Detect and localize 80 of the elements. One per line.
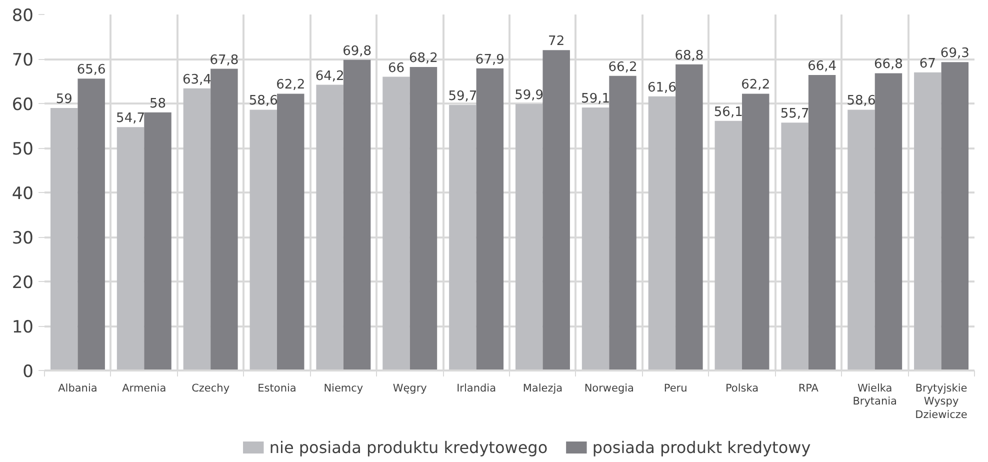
y-tick-label: 30 [12, 228, 34, 248]
bar [476, 68, 504, 370]
data-label: 66,8 [874, 57, 903, 72]
data-label: 66 [388, 60, 405, 76]
data-label: 68,2 [409, 51, 438, 66]
bar [848, 110, 875, 370]
x-tick-label: Irlandia [456, 382, 496, 394]
x-tick-label: Estonia [258, 382, 296, 394]
data-label: 66,2 [608, 60, 638, 75]
bar [250, 110, 277, 370]
bar [676, 64, 703, 370]
data-label: 64,2 [315, 68, 344, 84]
y-tick-label: 70 [12, 50, 34, 70]
x-tick-label: Peru [664, 382, 688, 394]
y-tick-label: 80 [12, 6, 34, 26]
legend-label: nie posiada produktu kredytowego [269, 438, 548, 457]
data-label: 69,8 [342, 44, 372, 59]
data-label: 55,7 [780, 106, 810, 122]
x-tick-label: Wielka Brytania [852, 382, 898, 408]
x-tick-label: Niemcy [324, 382, 364, 394]
data-label: 67,8 [210, 52, 239, 68]
bar [515, 104, 543, 370]
data-label: 59 [56, 92, 72, 107]
bar [781, 122, 808, 370]
data-label: 67,9 [475, 52, 504, 68]
y-tick-label: 60 [12, 95, 34, 115]
x-tick-label: RPA [798, 382, 820, 394]
data-label: 67 [919, 56, 936, 72]
bar [914, 72, 942, 370]
data-label: 65,6 [76, 62, 106, 78]
data-label: 62,2 [741, 78, 770, 93]
bar [742, 94, 770, 370]
y-tick-label: 0 [22, 362, 34, 382]
bar [382, 76, 410, 370]
bar [449, 104, 476, 370]
data-label: 59,1 [581, 92, 610, 107]
x-tick-label: Albania [58, 382, 98, 394]
data-label: 58 [149, 96, 166, 112]
bar [78, 78, 105, 370]
bar [50, 108, 78, 370]
x-tick-label: Armenia [122, 382, 166, 394]
x-tick-label: Węgry [392, 382, 427, 394]
y-tick-label: 50 [12, 140, 34, 160]
data-label: 62,2 [276, 78, 306, 93]
y-tick-label: 40 [12, 184, 34, 204]
bar [542, 50, 570, 370]
bar [609, 76, 636, 370]
data-label: 56,1 [714, 104, 743, 120]
bar [183, 88, 211, 370]
bar [144, 112, 172, 370]
legend-label: posiada produkt kredytowy [592, 438, 811, 457]
data-label: 54,7 [116, 111, 146, 126]
bar [648, 96, 676, 370]
y-tick-label: 10 [12, 318, 34, 338]
bar [874, 73, 902, 370]
bar [210, 68, 238, 370]
bar [343, 60, 371, 370]
data-label: 59,7 [448, 88, 478, 104]
bar [316, 84, 344, 370]
bar [714, 120, 742, 370]
bar [277, 94, 304, 370]
data-label: 68,8 [674, 48, 704, 64]
bar [941, 62, 969, 370]
data-label: 59,9 [514, 88, 544, 103]
x-tick-label: Polska [725, 382, 759, 394]
y-tick-label: 20 [12, 273, 34, 293]
x-tick-label: Malezja [522, 382, 563, 394]
data-label: 58,6 [846, 94, 876, 109]
x-tick-label: Czechy [192, 382, 230, 394]
data-label: 66,4 [808, 59, 837, 74]
data-label: 72 [548, 34, 565, 50]
bar [410, 67, 438, 370]
data-label: 58,6 [248, 94, 278, 109]
bar [582, 108, 610, 370]
data-label: 61,6 [647, 80, 676, 96]
data-label: 69,3 [940, 46, 970, 62]
bar [116, 127, 144, 370]
x-tick-label: Norwegia [584, 382, 634, 394]
bar [808, 75, 836, 370]
x-tick-label: Brytyjskie Wyspy Dziewicze [915, 382, 968, 421]
